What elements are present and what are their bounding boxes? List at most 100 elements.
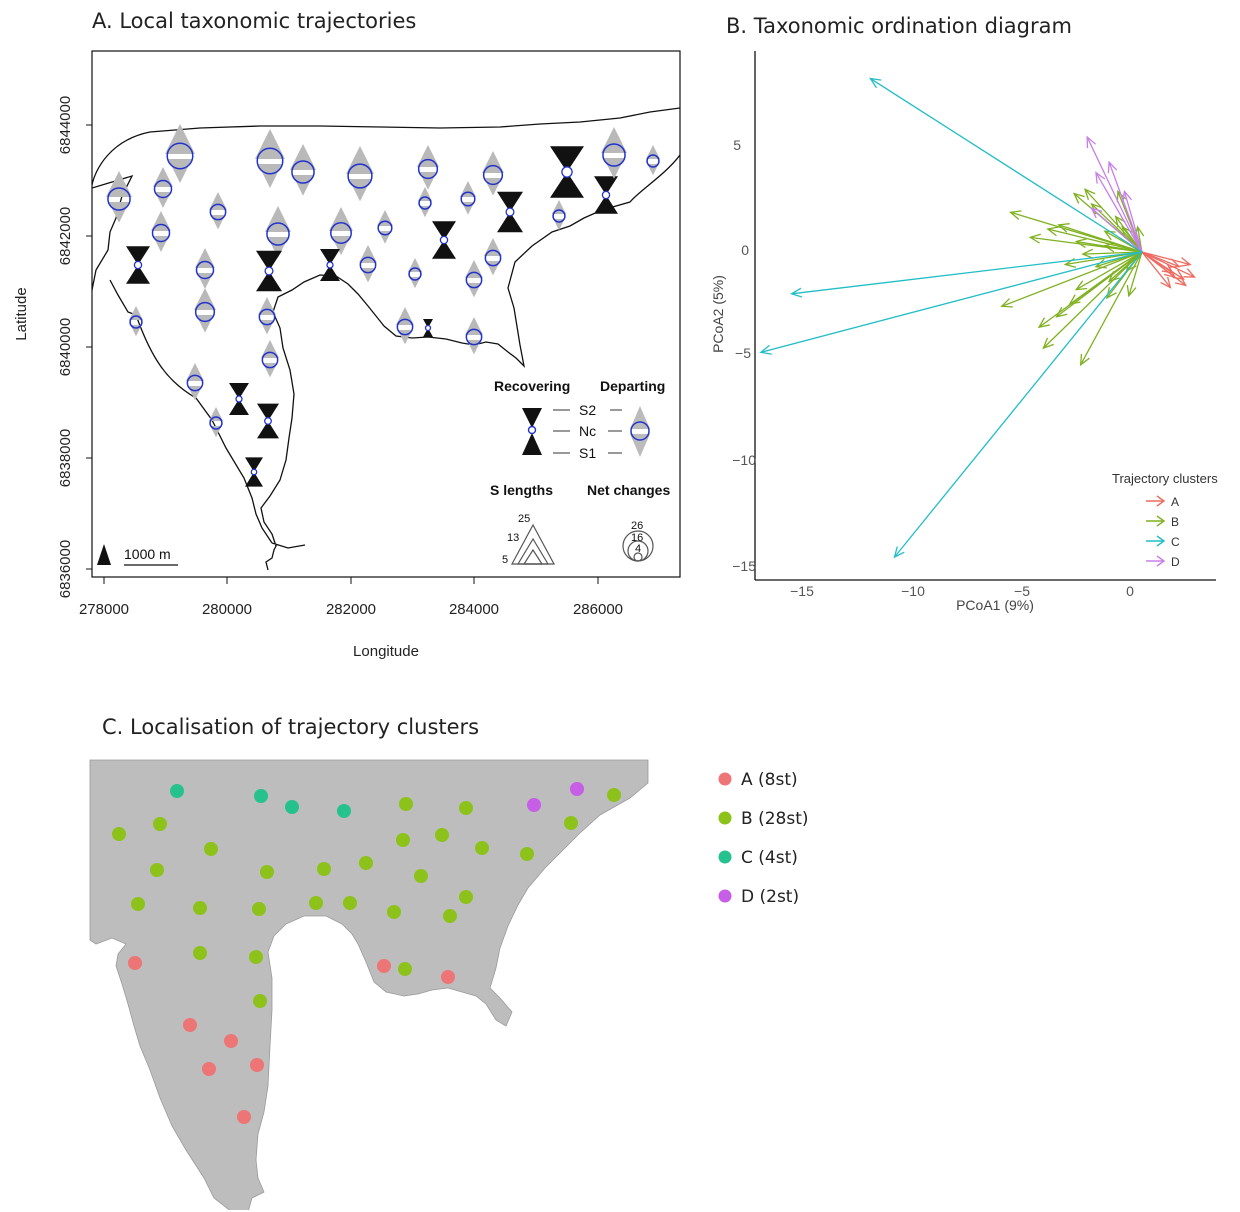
y-tick: −10 <box>732 452 756 468</box>
station-dot-B <box>153 817 167 831</box>
station-dot-B <box>260 865 274 879</box>
departing-glyph <box>195 248 215 289</box>
station-dot-B <box>193 946 207 960</box>
legend-departing-glyph <box>630 406 650 457</box>
x-tick: −5 <box>1014 583 1030 599</box>
station-dot-B <box>459 801 473 815</box>
panel-a-frame <box>91 50 681 578</box>
x-tick: 278000 <box>79 601 129 618</box>
x-tick: 0 <box>1126 583 1134 599</box>
x-tick: 282000 <box>326 601 376 618</box>
legend-entry-C: C <box>1146 535 1180 549</box>
departing-glyph <box>359 245 377 283</box>
recovering-glyph <box>594 176 618 214</box>
legend-entry: B (28st) <box>718 809 809 829</box>
departing-glyph <box>465 317 483 355</box>
y-tick: 6844000 <box>57 96 74 154</box>
station-dot-A <box>377 959 391 973</box>
departing-glyph <box>153 167 173 208</box>
station-dot-B <box>131 897 145 911</box>
recovering-glyph <box>126 246 150 284</box>
legend-net-changes: Net changes <box>587 482 670 498</box>
legend-departing-label: Departing <box>600 378 665 394</box>
pcoa-arrow-D <box>1095 171 1143 253</box>
legend-net-change-circles <box>622 530 654 562</box>
y-axis-label: PCoA2 (5%) <box>710 275 726 353</box>
x-tick: −15 <box>790 583 814 599</box>
departing-glyph <box>377 210 393 244</box>
recovering-glyph <box>245 457 263 487</box>
north-arrow-icon <box>97 544 111 565</box>
recovering-glyph <box>257 403 279 439</box>
pcoa-arrow-A <box>1141 251 1192 267</box>
departing-glyph <box>417 145 439 190</box>
station-dot-B <box>396 833 410 847</box>
legend-entry-B: B <box>1146 515 1179 529</box>
station-dot-B <box>443 909 457 923</box>
station-dot-C <box>254 789 268 803</box>
legend-net-change-16: 16 <box>631 532 643 544</box>
station-dot-B <box>249 950 263 964</box>
legend-label: C <box>1171 535 1180 549</box>
station-dot-A <box>224 1034 238 1048</box>
panel-a-x-axis <box>103 577 599 584</box>
station-dot-B <box>309 896 323 910</box>
recovering-glyph <box>423 319 433 337</box>
panel-a-title: A. Local taxonomic trajectories <box>92 9 416 33</box>
legend-s-length-25: 25 <box>518 513 530 525</box>
legend-nc: Nc <box>579 423 596 439</box>
pcoa-arrow-C <box>789 251 1143 298</box>
pcoa-arrow-B <box>1042 251 1143 350</box>
departing-glyph <box>346 146 374 202</box>
station-dot-A <box>237 1110 251 1124</box>
x-axis-label: PCoA1 (9%) <box>956 597 1034 613</box>
station-dot-D <box>570 782 584 796</box>
legend-label: A (8st) <box>741 770 798 790</box>
pcoa-arrow-D <box>1090 207 1143 253</box>
departing-glyph <box>396 307 414 345</box>
y-tick: −5 <box>735 345 751 361</box>
station-dot-B <box>150 863 164 877</box>
y-tick: 6836000 <box>57 540 74 598</box>
departing-glyph <box>186 363 204 401</box>
legend-title: Trajectory clusters <box>1112 471 1218 486</box>
departing-glyph <box>261 340 279 378</box>
pcoa-arrow-C <box>869 77 1143 253</box>
x-tick: 286000 <box>573 601 623 618</box>
station-dot-B <box>252 902 266 916</box>
pcoa-arrow-D <box>1107 160 1143 253</box>
legend-s-length-triangles <box>510 523 556 565</box>
legend-entry: A (8st) <box>718 770 798 790</box>
station-dot-B <box>398 962 412 976</box>
panel-b: B. Taxonomic ordination diagram 5 0 −5 −… <box>710 14 1218 613</box>
legend-s-length-13: 13 <box>507 532 519 544</box>
departing-glyph <box>482 151 504 196</box>
legend-s-lengths: S lengths <box>490 482 553 498</box>
station-dot-B <box>475 841 489 855</box>
legend-entry-D: D <box>1146 555 1180 569</box>
legend-s2: S2 <box>579 402 596 418</box>
pcoa-arrow-B <box>1081 248 1142 259</box>
recovering-glyph <box>497 191 523 233</box>
legend-label: A <box>1171 495 1179 509</box>
x-tick: 280000 <box>202 601 252 618</box>
pcoa-arrow-B <box>1114 215 1143 253</box>
station-dot-A <box>441 970 455 984</box>
pcoa-arrow-B <box>1074 251 1143 291</box>
panel-a-map <box>92 107 680 571</box>
pcoa-arrow-B <box>1074 238 1143 253</box>
legend-label: D (2st) <box>741 887 799 907</box>
departing-glyph <box>194 288 216 333</box>
pcoa-arrow-A <box>1141 251 1172 289</box>
panel-a: A. Local taxonomic trajectories 6844000 … <box>13 9 681 660</box>
departing-glyph <box>255 129 285 188</box>
pcoa-arrow-B <box>1046 226 1143 253</box>
station-dot-B <box>414 869 428 883</box>
pcoa-arrow-A <box>1141 251 1177 279</box>
station-dot-C <box>337 804 351 818</box>
departing-glyph <box>265 206 291 258</box>
legend-s1: S1 <box>579 445 596 461</box>
station-dot-B <box>459 890 473 904</box>
